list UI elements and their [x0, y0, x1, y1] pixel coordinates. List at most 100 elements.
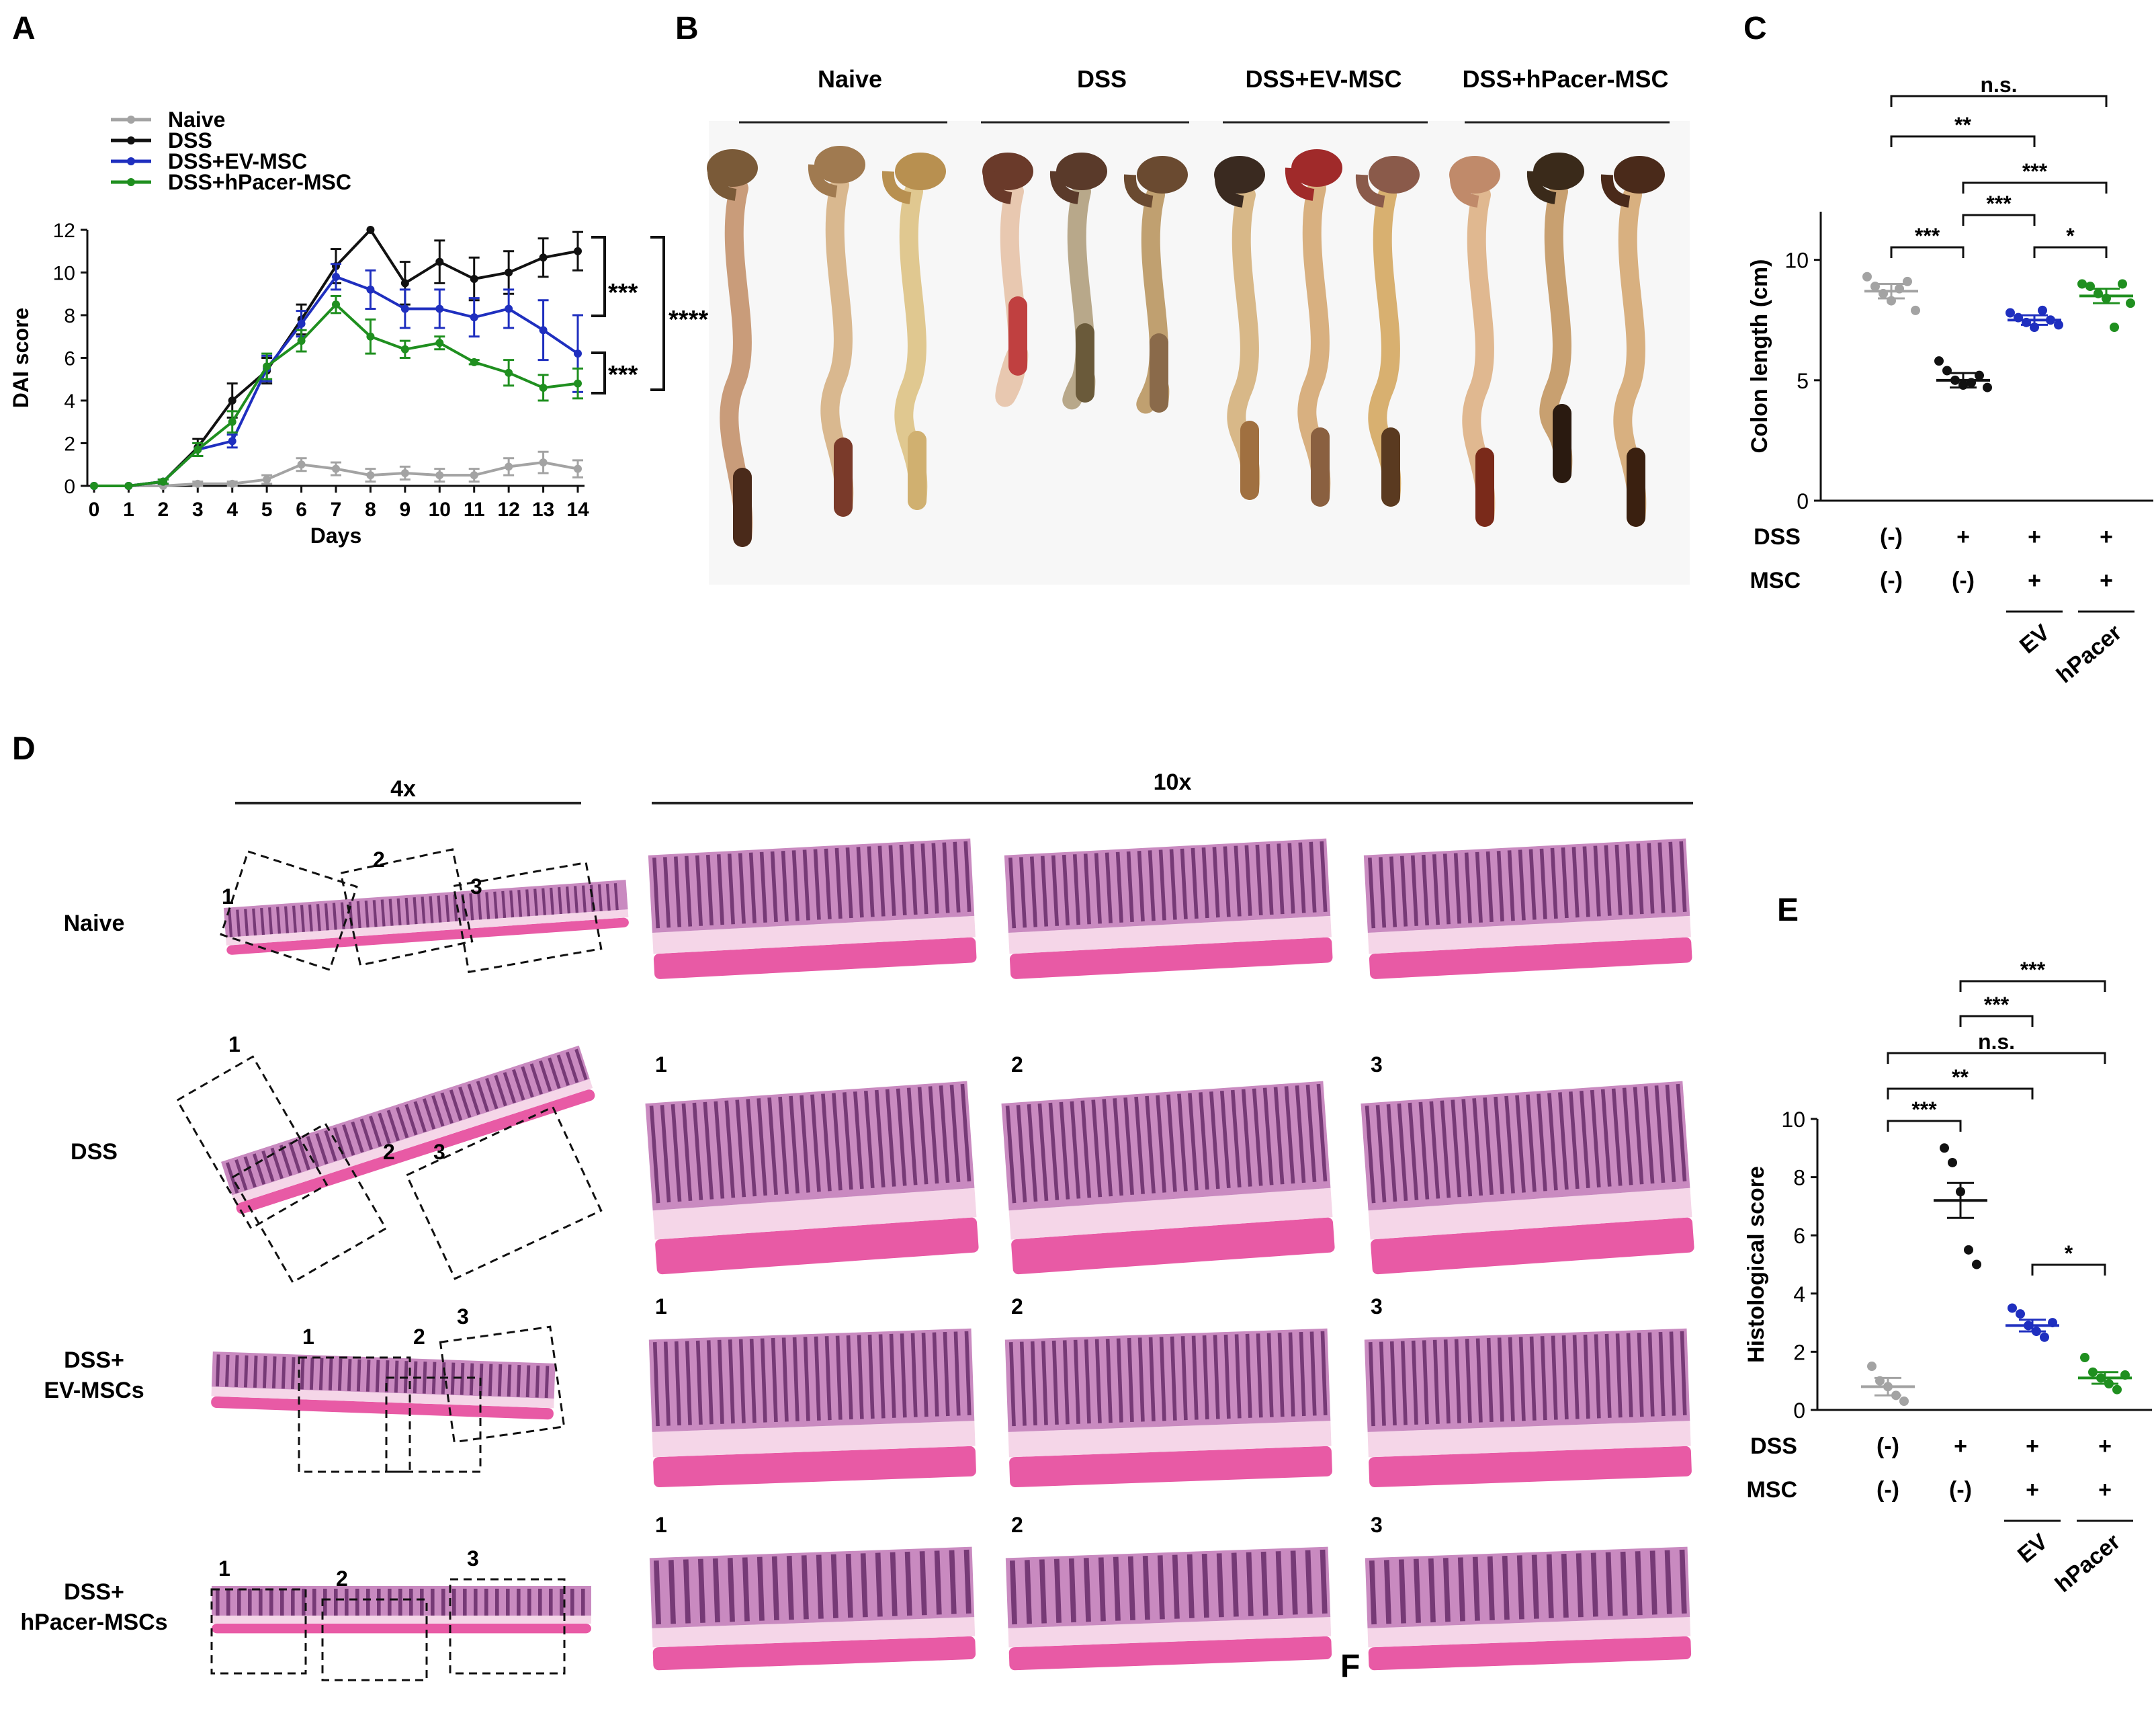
- submucosa-layer: [652, 1187, 977, 1240]
- scatter-point: [1964, 1245, 1973, 1255]
- crypt: [244, 909, 249, 936]
- crypt: [1019, 857, 1027, 928]
- crypt: [832, 1093, 843, 1191]
- crypt: [1094, 853, 1102, 924]
- crypt: [712, 1558, 720, 1623]
- x-tick-label: 0: [89, 499, 100, 521]
- crypt: [1528, 849, 1537, 920]
- crypt: [270, 1147, 284, 1179]
- crypt: [1134, 1096, 1145, 1194]
- data-point: [470, 358, 478, 366]
- crypt: [420, 1589, 424, 1616]
- data-point: [505, 268, 513, 277]
- crypt: [248, 1589, 252, 1616]
- crypt: [877, 845, 886, 917]
- crypt: [525, 889, 531, 917]
- crypt: [1072, 854, 1080, 925]
- x-axis-title: Days: [310, 524, 362, 548]
- crypt: [1115, 851, 1123, 923]
- crypt: [716, 854, 724, 925]
- crypt: [1145, 1095, 1156, 1194]
- crypt: [1546, 1554, 1554, 1618]
- field-number: 3: [1371, 1052, 1383, 1077]
- crypt: [1496, 851, 1504, 922]
- crypt: [900, 1333, 907, 1418]
- data-point: [400, 468, 409, 477]
- cecum-hook: [1355, 174, 1385, 208]
- crypt: [1379, 1341, 1386, 1426]
- crypt: [1094, 1339, 1102, 1423]
- data-point: [505, 368, 513, 377]
- scatter-point: [1867, 1362, 1877, 1372]
- data-point: [193, 446, 202, 454]
- crypt: [1068, 1558, 1076, 1623]
- crypt: [441, 1589, 445, 1616]
- crypt: [853, 1091, 864, 1190]
- crypt: [697, 1558, 705, 1623]
- crypt: [801, 1555, 809, 1620]
- crypt: [964, 1331, 972, 1415]
- crypt: [1231, 1552, 1239, 1617]
- crypt: [1040, 856, 1049, 927]
- y-tick-label: 10: [1781, 1108, 1805, 1132]
- crypt: [863, 1090, 875, 1188]
- crypt: [695, 1340, 703, 1425]
- cecum: [1369, 156, 1420, 194]
- data-point: [505, 462, 513, 471]
- crypt: [1137, 851, 1145, 922]
- crypt: [1127, 1556, 1135, 1621]
- row-label-msc: MSC: [1750, 568, 1801, 593]
- tissue-section: [649, 1546, 976, 1671]
- field-number: 2: [336, 1567, 348, 1591]
- crypt: [297, 1138, 310, 1171]
- muscularis-layer: [653, 1446, 976, 1488]
- scatter-point: [2118, 279, 2127, 289]
- crypt: [1191, 1335, 1199, 1420]
- crypt: [1647, 843, 1655, 914]
- significance-label: n.s.: [1980, 73, 2017, 97]
- data-point: [574, 379, 582, 388]
- significance-bracket: [2031, 1263, 2106, 1276]
- crypt: [300, 1357, 305, 1390]
- significance-bracket: [1962, 214, 2036, 226]
- crypt: [663, 857, 671, 928]
- crypt: [359, 1118, 374, 1151]
- muscularis-layer: [1008, 1636, 1332, 1671]
- crypt: [1664, 1550, 1672, 1614]
- scatter-point: [2054, 320, 2063, 330]
- crypt: [904, 1551, 912, 1616]
- crypt: [347, 1359, 352, 1391]
- scatter-point: [2085, 282, 2095, 292]
- crypt: [671, 1104, 682, 1202]
- sig-a-outer: ****: [669, 306, 708, 334]
- crypt: [683, 1559, 691, 1624]
- crypt: [460, 1363, 465, 1395]
- crypt: [507, 1364, 512, 1397]
- crypt: [477, 892, 482, 920]
- significance-label: **: [1954, 113, 1971, 137]
- crypt: [225, 1162, 239, 1194]
- crypt: [517, 890, 523, 917]
- crypt: [856, 847, 864, 918]
- crypt: [1037, 1103, 1049, 1201]
- crypt: [1062, 854, 1070, 926]
- crypt: [560, 1589, 564, 1616]
- crypt: [857, 1335, 864, 1419]
- crypt: [703, 1101, 714, 1200]
- crypt: [663, 1341, 671, 1426]
- data-point: [539, 253, 548, 262]
- msc-value: +: [2098, 1477, 2112, 1503]
- msc-value: (-): [1877, 1477, 1899, 1503]
- crypt: [529, 1063, 544, 1095]
- crypt: [890, 1552, 898, 1616]
- crypt: [380, 899, 386, 927]
- crypt: [1316, 1083, 1328, 1181]
- crypt: [1008, 1342, 1016, 1427]
- scatter-point: [1934, 356, 1944, 366]
- crypt: [1245, 1333, 1252, 1418]
- field-box: [220, 850, 358, 971]
- y-tick-label: 4: [64, 390, 75, 413]
- significance-bracket: [1890, 246, 1965, 258]
- field-box: [449, 1578, 566, 1675]
- data-point: [297, 337, 306, 345]
